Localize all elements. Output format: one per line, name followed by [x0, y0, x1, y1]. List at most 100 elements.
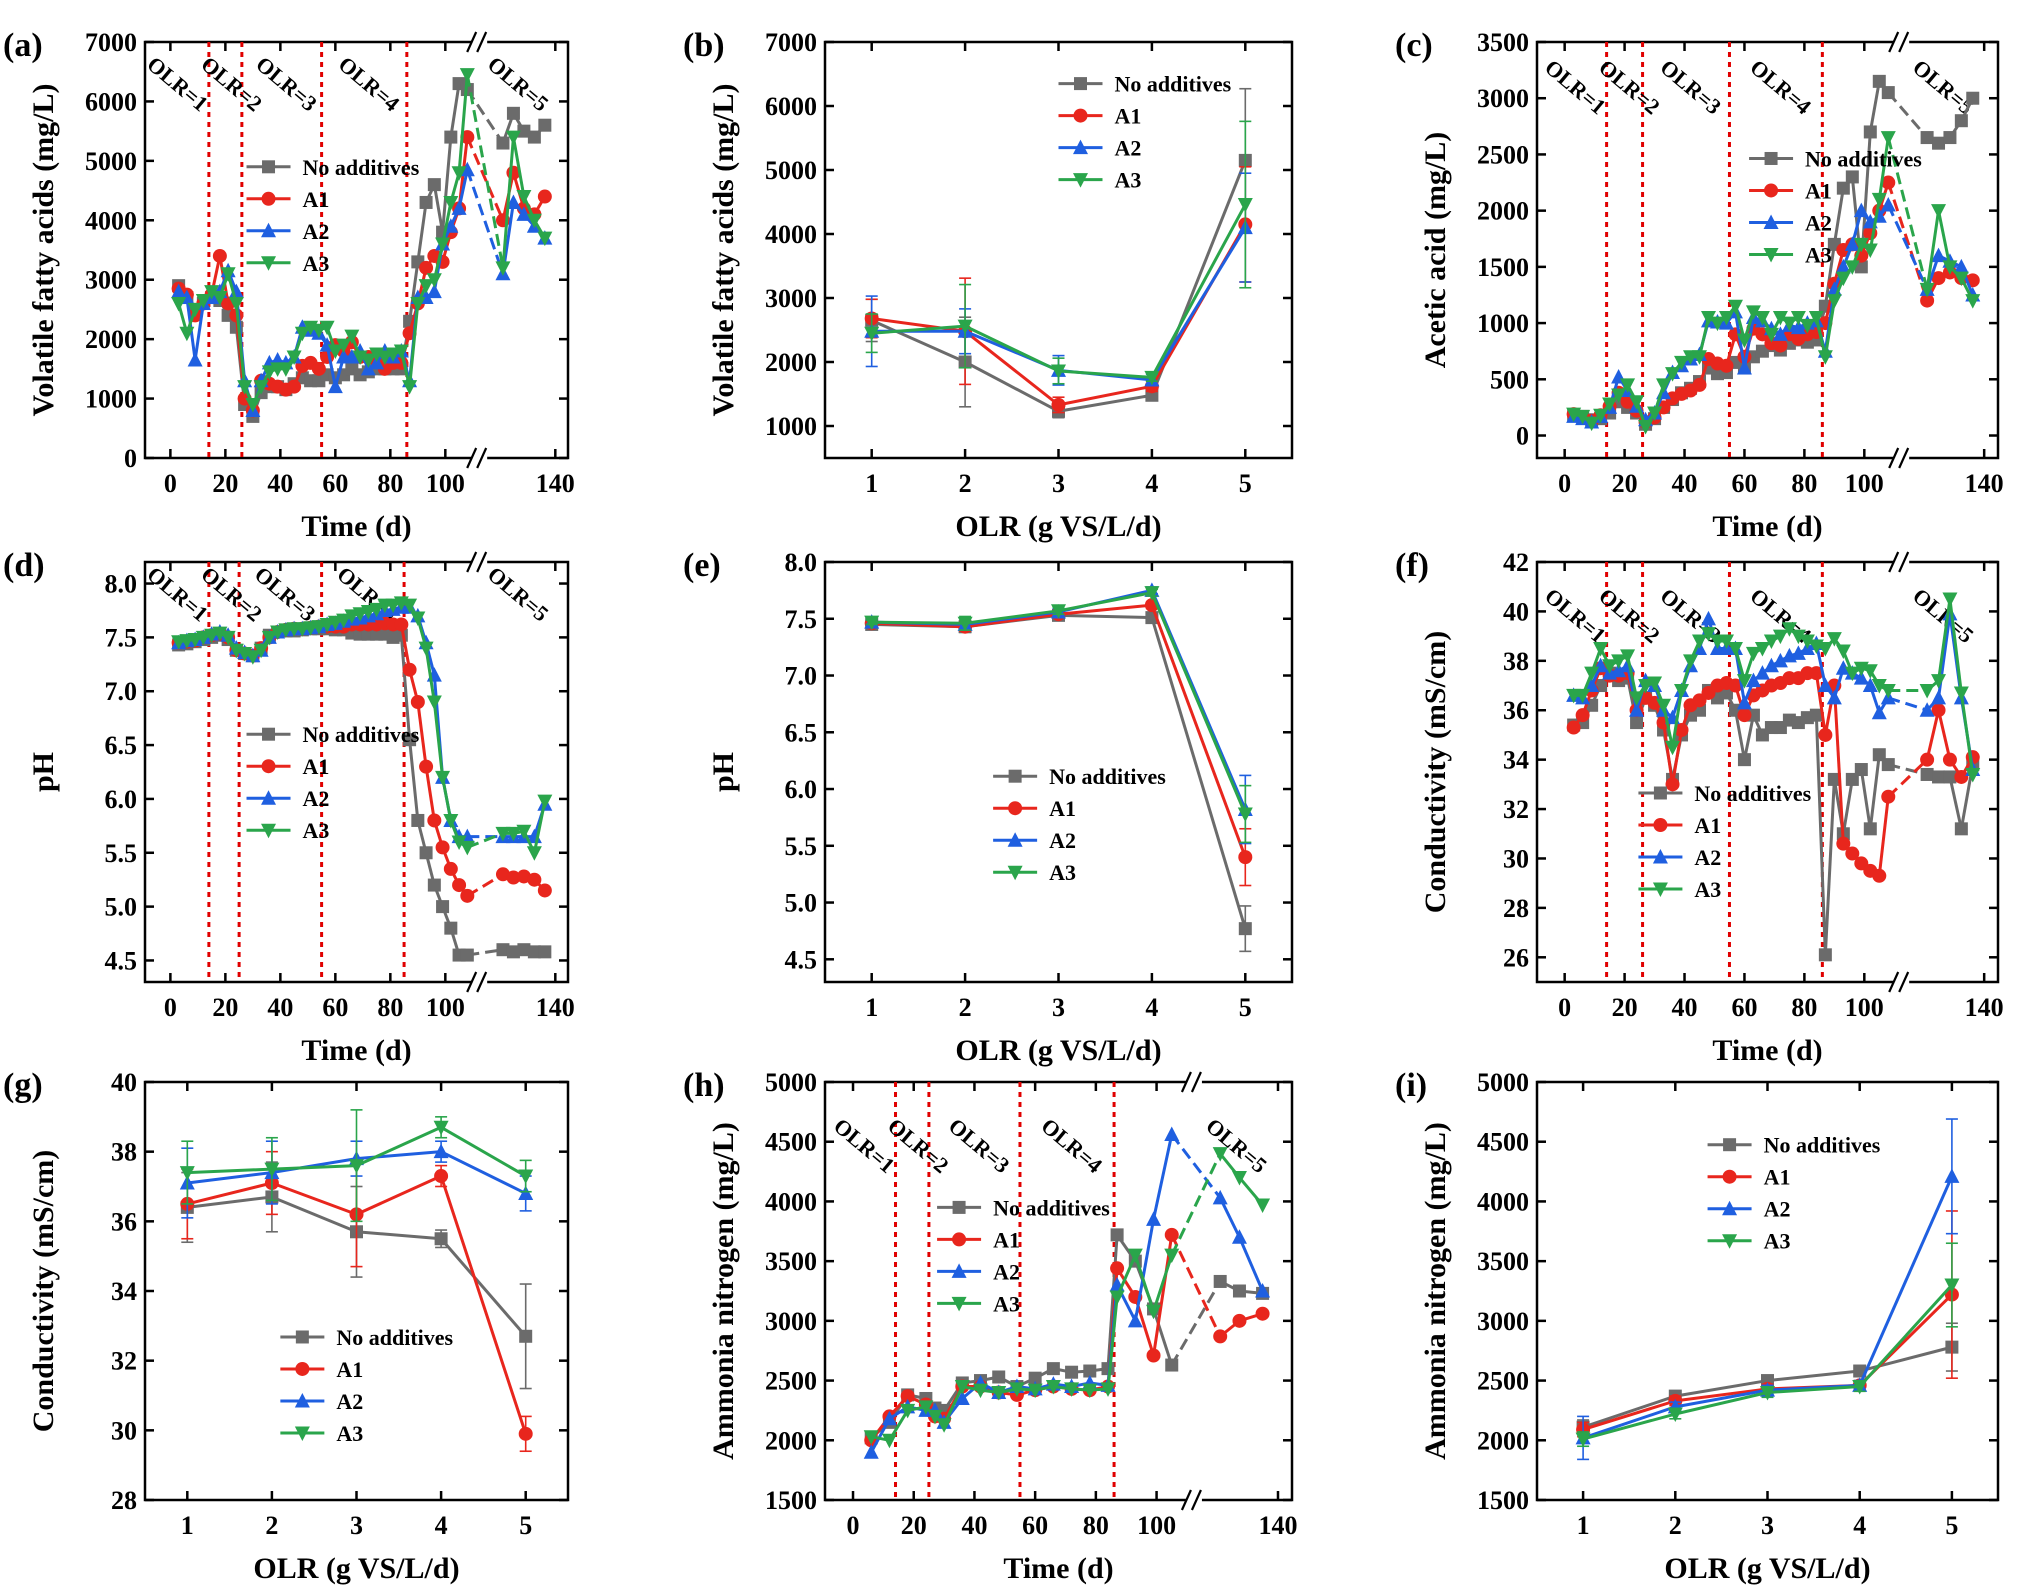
data-point: [1727, 299, 1743, 315]
data-point: [517, 943, 531, 957]
data-point: [1692, 377, 1707, 392]
series-line-segment: [1814, 715, 1827, 955]
data-point: [1674, 355, 1690, 371]
data-point: [1237, 807, 1253, 822]
data-point: [1575, 409, 1591, 425]
data-point: [1728, 678, 1743, 693]
data-point: [1584, 666, 1600, 682]
y-tick-label: 4000: [765, 1187, 817, 1216]
data-point: [1760, 1386, 1775, 1401]
data-point: [433, 1143, 449, 1159]
data-point: [1745, 305, 1761, 320]
data-point: [1763, 657, 1779, 673]
data-point: [1620, 378, 1636, 393]
x-tick-label: 3: [1052, 469, 1065, 498]
data-point: [863, 1430, 879, 1445]
data-point: [278, 362, 294, 377]
x-tick-label: 100: [1845, 469, 1884, 498]
phase-label: OLR=1: [142, 561, 213, 626]
x-tick-label: 4: [1853, 1511, 1866, 1540]
x-tick-label: 40: [267, 993, 293, 1022]
data-point: [1127, 1312, 1143, 1328]
legend-marker: [1073, 108, 1088, 123]
x-tick-label: 80: [1791, 469, 1817, 498]
data-point: [1754, 641, 1770, 657]
x-axis-title: Time (d): [1003, 1552, 1113, 1585]
x-axis-title: OLR (g VS/L/d): [955, 1034, 1161, 1067]
y-tick-label: 3500: [1477, 28, 1529, 57]
series-line-segment: [871, 620, 966, 625]
data-point: [864, 326, 880, 342]
y-tick-label: 3000: [85, 266, 137, 295]
y-tick-label: 3000: [765, 1307, 817, 1336]
data-point: [957, 616, 973, 632]
y-tick-label: 8.0: [785, 548, 818, 577]
legend: No additives A1 A2 A3: [280, 1325, 454, 1446]
data-point: [1110, 1228, 1124, 1242]
data-point: [518, 1185, 534, 1200]
series-line-segment: [1150, 617, 1247, 930]
y-tick-label: 5000: [765, 1068, 817, 1097]
data-point: [1665, 740, 1681, 756]
data-point: [1844, 236, 1860, 251]
data-point: [1836, 836, 1851, 851]
y-tick-label: 32: [1503, 795, 1529, 824]
y-tick-label: 34: [111, 1277, 137, 1306]
data-point: [1853, 202, 1869, 218]
y-tick-label: 30: [111, 1416, 137, 1445]
series-line-segment: [1058, 384, 1153, 407]
series-line-segment: [1582, 1412, 1676, 1441]
axis-break-mark: [1898, 971, 1910, 993]
data-point: [537, 794, 553, 810]
data-point: [1709, 316, 1725, 332]
data-point: [385, 347, 401, 362]
legend-label: No additives: [1694, 781, 1811, 806]
data-point: [411, 813, 425, 827]
series-a3: [1566, 131, 1981, 435]
x-tick-label: 3: [1761, 1511, 1774, 1540]
data-point: [1880, 683, 1896, 699]
y-tick-label: 1500: [1477, 253, 1529, 282]
series-line-segment: [465, 169, 505, 275]
series-line-segment: [1742, 714, 1755, 760]
data-point: [1127, 1248, 1143, 1264]
series-line-segment: [356, 1230, 442, 1241]
data-point: [1763, 634, 1779, 650]
x-tick-label: 20: [1612, 993, 1638, 1022]
legend-label: A2: [993, 1259, 1020, 1284]
data-point: [286, 350, 302, 365]
series-line-segment: [964, 612, 1059, 629]
data-point: [537, 883, 552, 898]
panel-letter: (g): [3, 1067, 43, 1104]
x-axis-title: Time (d): [301, 510, 411, 543]
axis-break-mark: [466, 31, 478, 53]
data-point: [1790, 645, 1806, 660]
series-line-segment: [408, 739, 420, 821]
data-point: [1881, 86, 1895, 100]
y-tick-label: 1500: [1477, 1486, 1529, 1515]
data-point: [1009, 1382, 1025, 1397]
data-point: [1845, 170, 1859, 184]
legend: No additives A1 A2 A3: [1638, 781, 1812, 902]
legend-marker: [952, 1232, 967, 1247]
chart-i: 1500 2000 2500 3000 3500 4000 4500 5000 1 2 3 4 5 OLR…: [1395, 1067, 2000, 1585]
phase-label: OLR=5: [483, 561, 554, 626]
x-axis-title: OLR (g VS/L/d): [253, 1552, 459, 1585]
legend-marker: [294, 1426, 310, 1441]
x-tick-label: 80: [377, 469, 403, 498]
data-point: [1919, 282, 1935, 298]
series-line-segment: [964, 324, 1060, 373]
data-point: [1736, 694, 1752, 710]
data-point: [220, 630, 236, 646]
data-point: [1942, 592, 1958, 608]
data-point: [1881, 758, 1895, 772]
data-point: [452, 878, 467, 893]
data-point: [187, 351, 203, 367]
phase-label: OLR=1: [1540, 583, 1611, 648]
data-point: [495, 261, 511, 276]
data-point: [1602, 397, 1618, 413]
x-tick-label: 80: [1083, 1511, 1109, 1540]
data-point: [1727, 641, 1743, 657]
x-tick-label: 4: [435, 1511, 448, 1540]
data-point: [506, 945, 520, 959]
